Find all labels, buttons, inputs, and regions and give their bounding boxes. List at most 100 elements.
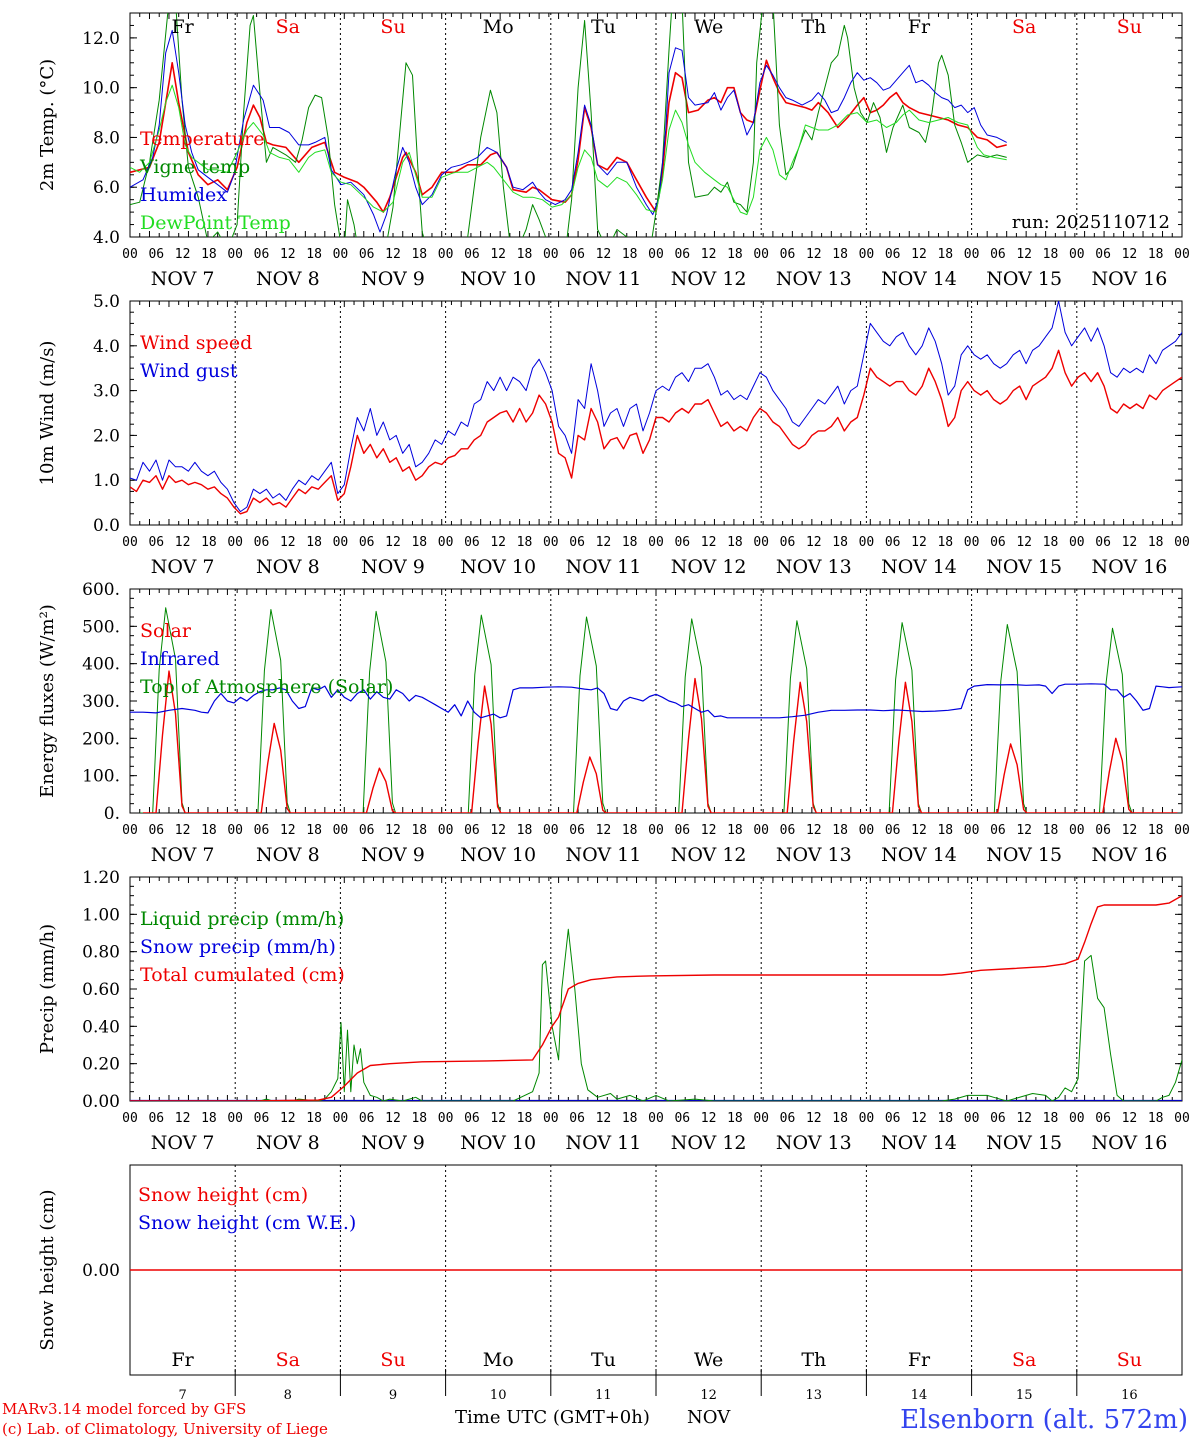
hour-tick-label: 12 [175,247,191,262]
hour-tick-label: 00 [1174,535,1190,550]
hour-tick-label: 18 [622,1111,638,1126]
hour-tick-label: 12 [490,247,506,262]
hour-tick-label: 18 [411,247,427,262]
hour-tick-label: 00 [543,823,559,838]
hour-tick-label: 06 [254,535,270,550]
hour-tick-label: 18 [201,823,217,838]
hour-tick-label: 00 [1069,1111,1085,1126]
y-axis-label: Snow height (cm) [37,1189,58,1350]
hour-tick-label: 00 [333,823,349,838]
hour-tick-label: 18 [937,1111,953,1126]
hour-tick-label: 12 [1122,823,1138,838]
hour-tick-label: 12 [701,823,717,838]
panel-temp: 4.0 6.0 8.0 10.0 12.0 2m Temp. (°C) Temperatur… [37,12,1190,290]
day-number: 7 [178,1388,186,1403]
hour-tick-label: 18 [1043,1111,1059,1126]
day-abbr: Tu [591,1349,616,1371]
legend-entry: Solar [140,620,192,642]
date-label: NOV 10 [460,844,536,866]
day-number: 8 [284,1388,292,1403]
hour-tick-label: 12 [596,535,612,550]
hour-tick-label: 12 [385,823,401,838]
y-tick-label: 10.0 [82,79,120,99]
hour-tick-label: 12 [1016,535,1032,550]
hour-tick-label: 18 [727,823,743,838]
date-label: NOV 12 [671,268,747,290]
hour-tick-label: 18 [1148,247,1164,262]
hour-tick-label: 06 [990,1111,1006,1126]
hour-tick-label: 18 [937,823,953,838]
footer-xlabel: Time UTC (GMT+0h) [455,1407,650,1428]
legend-entry: Temperature [140,128,264,150]
hour-tick-label: 18 [201,247,217,262]
hour-tick-label: 06 [569,535,585,550]
legend-entry: Top of Atmosphere (Solar) [140,676,393,698]
hour-tick-label: 00 [438,535,454,550]
series-liquid-precip-mm-h- [130,928,1182,1101]
day-number: 10 [490,1388,507,1403]
legend-entry: Infrared [140,648,220,670]
hour-tick-label: 00 [543,247,559,262]
date-label: NOV 14 [881,268,957,290]
date-label: NOV 9 [361,556,425,578]
series-top-of-atmosphere-solar- [139,607,1178,813]
hour-tick-label: 12 [701,1111,717,1126]
legend-entry: Wind gust [140,360,238,382]
legend-entry: Total cumulated (cm) [140,964,345,986]
legend-entry: Snow height (cm W.E.) [138,1212,356,1234]
date-label: NOV 15 [986,844,1062,866]
y-tick-label: 12.0 [82,29,120,49]
hour-tick-label: 06 [885,823,901,838]
date-label: NOV 16 [1091,844,1167,866]
hour-tick-label: 00 [753,823,769,838]
hour-tick-label: 12 [701,535,717,550]
hour-tick-label: 00 [648,535,664,550]
hour-tick-label: 06 [148,823,164,838]
panel-snow: 0.00 Snow height (cm) Snow height (cm) Snow… [37,1164,1183,1396]
hour-tick-label: 00 [964,247,980,262]
hour-tick-label: 06 [780,1111,796,1126]
y-tick-label: 0.00 [82,1261,120,1281]
day-abbr: Fr [908,1349,931,1371]
hour-tick-label: 06 [674,1111,690,1126]
legend-entry: Wind speed [140,332,252,354]
hour-tick-label: 00 [859,1111,875,1126]
hour-tick-label: 12 [490,1111,506,1126]
y-axis-label: 2m Temp. (°C) [37,59,58,191]
hour-tick-label: 18 [517,823,533,838]
day-number: 13 [806,1388,823,1403]
legend-entry: Humidex [140,184,227,206]
series-group [130,301,1182,515]
hour-tick-label: 18 [201,535,217,550]
hour-tick-label: 12 [596,247,612,262]
hour-tick-label: 12 [280,1111,296,1126]
hour-tick-label: 12 [175,1111,191,1126]
hour-tick-label: 00 [227,823,243,838]
day-abbr: Su [380,1349,405,1371]
hour-tick-label: 18 [306,247,322,262]
hour-tick-label: 18 [1043,535,1059,550]
date-label: NOV 15 [986,556,1062,578]
hour-tick-label: 12 [280,247,296,262]
date-label: NOV 8 [256,268,320,290]
hour-tick-label: 18 [306,1111,322,1126]
hour-tick-label: 06 [1095,1111,1111,1126]
date-label: NOV 14 [881,844,957,866]
hour-tick-label: 06 [1095,535,1111,550]
legend-entry: Snow precip (mm/h) [140,936,336,958]
date-label: NOV 9 [361,844,425,866]
hour-tick-label: 18 [201,1111,217,1126]
hour-tick-label: 06 [990,247,1006,262]
hour-tick-label: 06 [148,1111,164,1126]
date-label: NOV 7 [151,556,215,578]
hour-tick-label: 12 [806,823,822,838]
hour-tick-label: 00 [964,823,980,838]
hour-tick-label: 18 [937,247,953,262]
hour-tick-label: 12 [1016,1111,1032,1126]
y-tick-label: 0.40 [82,1017,120,1037]
hour-tick-label: 00 [753,535,769,550]
legend-entry: Vigne temp [139,156,250,178]
hour-tick-label: 00 [1174,823,1190,838]
top-day-labels: Fr Sa Su Mo Tu We Th Fr Sa Su [171,16,1142,38]
hour-tick-label: 00 [1174,247,1190,262]
